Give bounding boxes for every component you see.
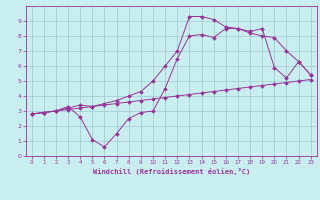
X-axis label: Windchill (Refroidissement éolien,°C): Windchill (Refroidissement éolien,°C): [92, 168, 250, 175]
